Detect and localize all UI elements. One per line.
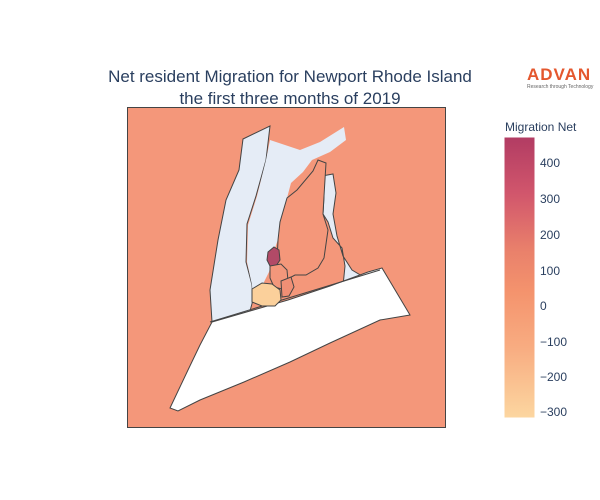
advan-logo: ADVAN Research through Technology bbox=[527, 65, 597, 91]
map-boundary-line bbox=[209, 269, 381, 323]
colorbar-tick-minus-100: −100 bbox=[540, 335, 567, 349]
map-region-high-positive bbox=[266, 246, 281, 267]
logo-wordmark: ADVAN bbox=[527, 65, 592, 84]
map-region-no-data-island bbox=[247, 127, 346, 306]
colorbar-tick-100: 100 bbox=[540, 264, 560, 278]
map-title-line-1: Net resident Migration for Newport Rhode… bbox=[108, 67, 472, 86]
colorbar-tick-0: 0 bbox=[540, 299, 547, 313]
colorbar-tick-minus-200: −200 bbox=[540, 370, 567, 384]
map-region-water bbox=[169, 267, 411, 412]
colorbar-tick-minus-300: −300 bbox=[540, 405, 567, 419]
colorbar-tick-200: 200 bbox=[540, 228, 560, 242]
map-region-low-negative bbox=[251, 282, 282, 307]
colorbar-tick-400: 400 bbox=[540, 156, 560, 170]
logo-tagline: Research through Technology bbox=[527, 84, 594, 90]
colorbar-ticks: 400 300 200 100 0 −100 −200 −300 bbox=[540, 156, 567, 419]
colorbar-gradient bbox=[504, 137, 535, 418]
map-title: Net resident Migration for Newport Rhode… bbox=[70, 66, 510, 110]
colorbar-tick-300: 300 bbox=[540, 192, 560, 206]
colorbar-title: Migration Net bbox=[505, 120, 577, 134]
map-region-near-zero-2 bbox=[280, 276, 295, 298]
map-title-line-2: the first three months of 2019 bbox=[179, 89, 401, 108]
